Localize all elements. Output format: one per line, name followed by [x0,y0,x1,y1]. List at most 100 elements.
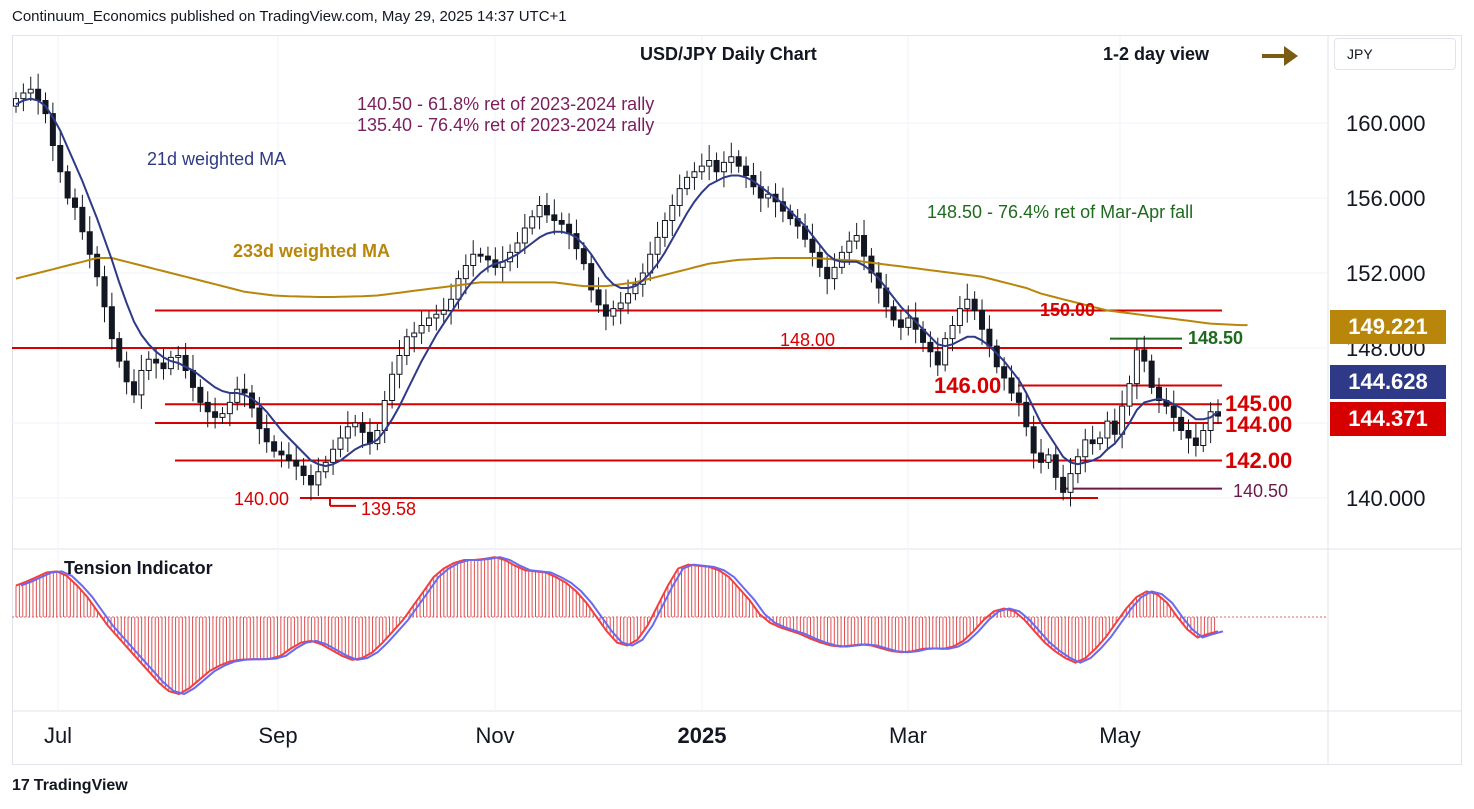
candle-body [123,360,130,383]
candle-body [580,248,587,265]
candle-body [824,266,831,280]
candle-body [477,253,484,257]
candle-body [337,437,344,450]
x-tick-label: 2025 [678,723,727,748]
candle-body [1192,437,1199,446]
candle-body [1133,349,1140,385]
candle-body [942,338,949,366]
candle-body [160,362,167,370]
level-label-150: 150.00 [1040,300,1095,320]
candle-body [1185,430,1192,439]
level-label-146: 146.00 [934,373,1001,398]
candle-body [389,373,396,401]
candle-body [868,255,875,274]
level-label-140: 140.00 [234,489,289,509]
candle-body [1089,439,1096,445]
x-tick-label: Nov [475,723,514,748]
level-label-140-50: 140.50 [1233,481,1288,501]
candle-body [1082,439,1089,458]
retracement-2-label: 135.40 - 76.4% ret of 2023-2024 rally [357,115,654,135]
tradingview-logo[interactable]: 17 TradingView [12,777,128,795]
candle-body [241,388,248,394]
candle-body [669,205,676,221]
candle-body [602,304,609,317]
candle-body [1178,416,1185,431]
candle-body [116,338,123,362]
candle-body [256,407,263,430]
candle-body [182,355,189,371]
candle-body [765,193,772,199]
candle-body [1045,454,1052,463]
candle-body [359,422,366,433]
candle-body [35,88,42,101]
level-label-142: 142.00 [1225,448,1292,473]
candle-body [175,355,182,358]
chart-frame [12,35,1462,765]
candle-body [514,242,521,253]
candle-body [1141,349,1148,362]
candle-body [484,255,491,261]
candle-body [529,216,536,229]
ma21-label: 21d weighted MA [147,149,286,169]
candle-body [1200,430,1207,446]
price-tag-last: 144.371 [1330,402,1446,436]
price-tag-ma233: 149.221 [1330,310,1446,344]
candle-body [448,298,455,311]
candle-body [949,325,956,340]
candle-body [263,428,270,443]
candle-body [934,351,941,366]
candle-body [890,306,897,321]
level-label-144: 144.00 [1225,412,1292,437]
candle-body [455,278,462,300]
tension-line [15,556,1219,696]
y-tick-label: 152.000 [1346,261,1426,286]
candle-body [285,454,292,461]
candle-body [381,400,388,431]
candle-body [691,171,698,178]
candle-body [204,401,211,413]
currency-selector[interactable]: JPY [1334,38,1456,70]
candle-body [1067,473,1074,493]
x-tick-label: May [1099,723,1141,748]
candle-body [684,176,691,190]
candle-body [278,450,285,456]
candle-body [720,161,727,173]
tradingview-mark-icon: 17 [12,777,30,794]
candle-body [706,160,713,167]
candle-body [330,448,337,463]
candle-body [558,220,565,225]
candle-body [315,471,322,486]
candle-body [625,293,632,304]
y-tick-label: 156.000 [1346,186,1426,211]
candle-body [307,475,314,486]
x-tick-label: Mar [889,723,927,748]
candle-body [610,308,617,317]
candle-body [1038,452,1045,463]
candle-body [897,319,904,328]
candle-body [403,336,410,356]
candle-body [71,197,78,208]
level-label-148: 148.00 [780,330,835,350]
candle-body [588,263,595,291]
candle-body [971,298,978,311]
candle-body [108,306,115,340]
candle-body [418,325,425,334]
candle-body [617,302,624,310]
level-label-145: 145.00 [1225,391,1292,416]
x-tick-label: Jul [44,723,72,748]
mar-apr-label: 148.50 - 76.4% ret of Mar-Apr fall [927,202,1193,222]
candle-body [1111,420,1118,435]
candle-body [543,205,550,216]
candle-body [1097,437,1104,445]
candle-body [1156,386,1163,401]
tension-signal-line [20,556,1224,696]
candle-body [927,341,934,353]
candle-body [654,236,661,255]
candle-body [440,310,447,315]
candle-body [1001,366,1008,379]
candle-body [676,188,683,206]
candle-body [728,156,735,163]
candle-body [816,251,823,268]
candle-body [956,308,963,326]
